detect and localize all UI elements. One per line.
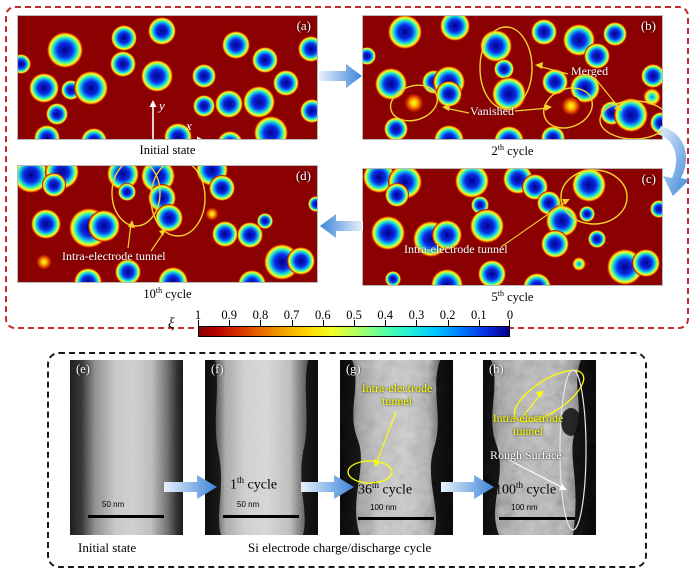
panel-f-cycle-sup: th: [237, 475, 245, 485]
panel-g-label: (g): [346, 362, 361, 376]
panel-h-cycle-sup: th: [516, 480, 524, 490]
panel-b-field: [363, 16, 662, 139]
axis-label-x: x: [186, 118, 192, 133]
panel-b-caption-tail: cycle: [503, 144, 534, 159]
annotation-tunnel-c: Intra-electrode tunnel: [404, 242, 508, 256]
arrow-c-to-d: [320, 214, 363, 238]
panel-e-caption-text: Initial state: [78, 540, 137, 555]
panel-d-caption-tail: cycle: [162, 287, 192, 302]
panel-a[interactable]: y x (a): [17, 15, 318, 140]
colorbar-tick-5: 0.5: [346, 308, 362, 322]
annotation-vanished: Vanished: [470, 104, 514, 118]
annotation-tunnel-d: Intra-electrode tunnel: [62, 249, 166, 263]
panel-c-field: [363, 169, 662, 285]
colorbar-symbol: ξ: [168, 316, 175, 332]
panel-a-caption-text: Initial state: [139, 143, 196, 157]
panel-c-label: (c): [641, 171, 656, 186]
colorbar-tick-0: 1: [194, 308, 202, 322]
panel-g[interactable]: (g) Intra-electrode tunnel 36th cycle 10…: [340, 360, 453, 535]
panel-g-cycle-tail: cycle: [379, 482, 413, 498]
arrow-b-to-c: [657, 126, 689, 196]
panel-h-rough-surface-annotation: Rough Surface: [490, 448, 562, 462]
panel-f-cycle: 1th cycle: [230, 475, 277, 494]
panel-f-cycle-num: 1: [230, 477, 237, 493]
panel-e-image: [70, 360, 183, 535]
panel-b-caption-text: 2: [491, 144, 498, 159]
colorbar-tick-10: 0: [506, 308, 514, 322]
panel-e-scalebar: [88, 515, 164, 518]
panel-g-tunnel-line2: tunnel: [382, 394, 412, 409]
panel-c-caption-text: 5: [491, 290, 498, 305]
panel-e-caption: Initial state: [78, 540, 136, 556]
panel-d-label: (d): [295, 168, 311, 183]
arrow-f-to-g: [301, 475, 354, 499]
panel-h-cycle-tail: cycle: [523, 482, 557, 498]
panel-f-scalebar: [223, 515, 299, 518]
tem-bottom-caption: Si electrode charge/discharge cycle: [248, 540, 432, 555]
colorbar-tick-7: 0.3: [408, 308, 425, 322]
arrow-e-to-f: [164, 475, 217, 499]
panel-h-tunnel-line1: Intra-electrode: [492, 411, 564, 425]
colorbar-tick-6: 0.4: [377, 308, 393, 322]
colorbar-tick-3: 0.7: [283, 308, 300, 322]
panel-a-field: [18, 16, 317, 139]
panel-f-label: (f): [211, 362, 224, 376]
panel-d-caption-sup: th: [155, 286, 163, 295]
colorbar-tick-2: 0.8: [252, 308, 269, 322]
panel-e-scalebar-text: 50 nm: [102, 500, 125, 509]
panel-h-label: (h): [489, 362, 504, 376]
colorbar-tick-8: 0.2: [439, 308, 456, 322]
panel-a-label: (a): [296, 18, 311, 33]
panel-f-cycle-tail: cycle: [244, 477, 278, 493]
colorbar-tick-4: 0.6: [314, 308, 331, 322]
panel-e[interactable]: (e) 50 nm: [70, 360, 183, 535]
panel-h-scalebar: [499, 517, 575, 520]
panel-g-scalebar-text: 100 nm: [370, 503, 397, 512]
panel-c-caption: 5th cycle: [362, 289, 663, 305]
panel-f-scalebar-text: 50 nm: [237, 500, 260, 509]
panel-b-caption: 2th cycle: [362, 143, 663, 159]
panel-b-label: (b): [640, 18, 656, 33]
panel-d-caption-text: 10: [143, 287, 156, 302]
panel-h-tunnel-annotation: Intra-electrode tunnel: [487, 411, 569, 439]
colorbar-tick-1: 0.9: [221, 308, 237, 322]
colorbar-ticks: [198, 320, 510, 327]
panel-c[interactable]: Intra-electrode tunnel (c): [362, 168, 663, 286]
panel-h[interactable]: (h) Intra-electrode tunnel Rough Surface…: [483, 360, 596, 535]
panel-b-caption-sup: th: [497, 143, 504, 152]
panel-g-tunnel-line1: Intra-electrode: [361, 381, 433, 395]
panel-g-cycle-num: 36: [358, 482, 372, 498]
panel-h-scalebar-text: 100 nm: [511, 503, 538, 512]
panel-e-label: (e): [76, 362, 90, 376]
panel-f[interactable]: (f) 1th cycle 50 nm: [205, 360, 318, 535]
panel-g-tunnel-annotation: Intra-electrode tunnel: [354, 381, 440, 409]
arrow-a-to-b: [319, 64, 362, 88]
panel-h-cycle: 100th cycle: [495, 480, 556, 499]
panel-d-field: [18, 166, 317, 282]
panel-b[interactable]: Merged Vanished (b): [362, 15, 663, 140]
colorbar-gradient: [198, 326, 510, 337]
annotation-merged: Merged: [571, 64, 609, 78]
panel-c-caption-tail: cycle: [503, 290, 534, 305]
panel-h-cycle-num: 100: [495, 482, 516, 498]
panel-d-caption: 10th cycle: [17, 286, 318, 302]
panel-g-cycle: 36th cycle: [358, 480, 412, 499]
panel-a-caption: Initial state: [17, 143, 318, 158]
panel-d[interactable]: Intra-electrode tunnel (d): [17, 165, 318, 283]
panel-f-image: [205, 360, 318, 535]
panel-c-caption-sup: th: [497, 289, 504, 298]
panel-g-scalebar: [358, 517, 434, 520]
colorbar-tick-labels: 1 0.9 0.8 0.7 0.6 0.5 0.4 0.3 0.2 0.1 0: [194, 308, 514, 324]
colorbar: ξ 1 0.9 0.8 0.7 0.6 0.5 0.4 0.3 0.2 0.1 …: [150, 308, 550, 340]
colorbar-tick-9: 0.1: [470, 308, 487, 322]
panel-g-cycle-sup: th: [372, 480, 380, 490]
axis-label-y: y: [159, 98, 165, 113]
tem-frame: [47, 352, 647, 568]
arrow-g-to-h: [441, 475, 494, 499]
panel-h-tunnel-line2: tunnel: [513, 424, 543, 439]
